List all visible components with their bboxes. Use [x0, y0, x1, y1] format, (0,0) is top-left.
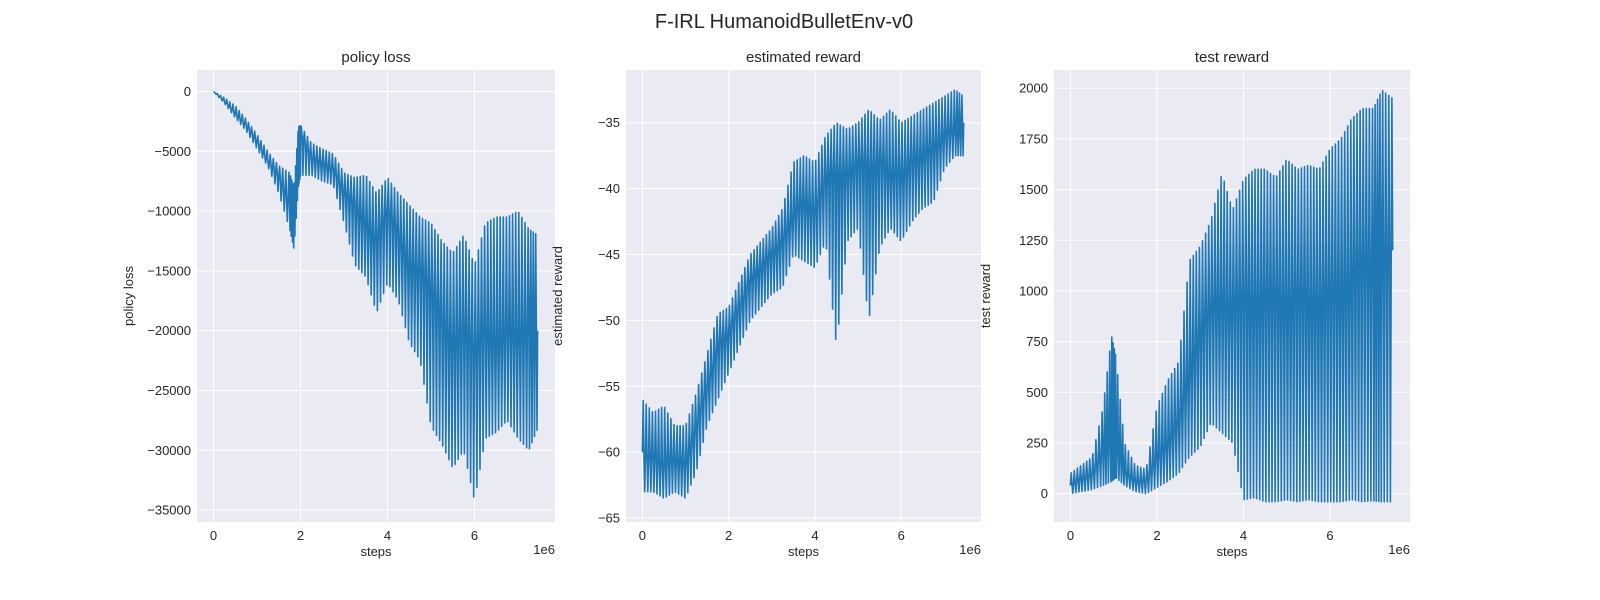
- policy-loss-line-series: [213, 90, 539, 498]
- y-tick-label: −35000: [147, 503, 191, 518]
- y-tick-label: 1750: [1019, 131, 1048, 146]
- y-tick-label: 500: [1026, 385, 1048, 400]
- x-tick-label: 4: [384, 528, 391, 543]
- y-tick-label: 1250: [1019, 233, 1048, 248]
- y-tick-label: −10000: [147, 204, 191, 219]
- estimated-reward-title: estimated reward: [746, 49, 861, 66]
- y-tick-label: −55: [598, 379, 620, 394]
- estimated-reward-line-series: [641, 89, 965, 499]
- y-tick-label: −40: [598, 181, 620, 196]
- series-line: [1069, 90, 1394, 503]
- x-tick-label: 2: [297, 528, 304, 543]
- y-tick-label: −50: [598, 313, 620, 328]
- x-tick-label: 0: [1067, 528, 1074, 543]
- y-tick-label: −60: [598, 445, 620, 460]
- figure-suptitle: F-IRL HumanoidBulletEnv-v0: [655, 11, 913, 33]
- policy-loss-y-axis-label: policy loss: [121, 266, 136, 326]
- x-tick-label: 4: [1240, 528, 1247, 543]
- x-tick-label: 6: [898, 528, 905, 543]
- test-reward-line-series: [1069, 90, 1394, 503]
- estimated-reward-x-offset-label: 1e6: [959, 542, 981, 557]
- x-tick-label: 6: [1326, 528, 1333, 543]
- policy-loss-subplot: 0 2 4 6 0 −5000 −10000 −15000 −20000 −25000 −30000…: [121, 49, 555, 559]
- y-tick-label: −5000: [154, 144, 191, 159]
- estimated-reward-subplot: 0 2 4 6 −35 −40 −45 −50 −55 −60 −65 estimated rewa…: [550, 49, 981, 559]
- estimated-reward-x-axis-label: steps: [788, 544, 820, 559]
- y-tick-label: 750: [1026, 334, 1048, 349]
- y-tick-label: −30000: [147, 443, 191, 458]
- y-tick-label: 1000: [1019, 283, 1048, 298]
- test-reward-x-offset-label: 1e6: [1388, 542, 1410, 557]
- policy-loss-x-axis-label: steps: [360, 544, 392, 559]
- y-tick-label: 1500: [1019, 182, 1048, 197]
- policy-loss-x-offset-label: 1e6: [533, 542, 555, 557]
- y-tick-label: 2000: [1019, 81, 1048, 96]
- policy-loss-tick-labels: 0 2 4 6 0 −5000 −10000 −15000 −20000 −25000 −30000…: [147, 84, 478, 543]
- y-tick-label: 0: [1041, 486, 1048, 501]
- test-reward-subplot: 0 2 4 6 0 250 500 750 1000 1250 1500 1750 2000 test …: [978, 49, 1410, 559]
- y-tick-label: −65: [598, 511, 620, 526]
- test-reward-tick-labels: 0 2 4 6 0 250 500 750 1000 1250 1500 1750 2000: [1019, 81, 1334, 543]
- y-tick-label: 0: [184, 84, 191, 99]
- x-tick-label: 2: [1153, 528, 1160, 543]
- estimated-reward-y-axis-label: estimated reward: [550, 246, 565, 346]
- x-tick-label: 2: [725, 528, 732, 543]
- series-line: [213, 90, 539, 498]
- x-tick-label: 0: [639, 528, 646, 543]
- y-tick-label: −35: [598, 115, 620, 130]
- test-reward-title: test reward: [1195, 49, 1269, 66]
- x-tick-label: 0: [210, 528, 217, 543]
- x-tick-label: 4: [811, 528, 818, 543]
- x-tick-label: 6: [471, 528, 478, 543]
- policy-loss-title: policy loss: [341, 49, 410, 66]
- series-line: [641, 89, 965, 499]
- y-tick-label: −25000: [147, 383, 191, 398]
- estimated-reward-tick-labels: 0 2 4 6 −35 −40 −45 −50 −55 −60 −65: [598, 115, 905, 543]
- y-tick-label: −20000: [147, 323, 191, 338]
- y-tick-label: 250: [1026, 435, 1048, 450]
- y-tick-label: −45: [598, 247, 620, 262]
- test-reward-y-axis-label: test reward: [978, 264, 993, 328]
- test-reward-x-axis-label: steps: [1216, 544, 1248, 559]
- y-tick-label: −15000: [147, 263, 191, 278]
